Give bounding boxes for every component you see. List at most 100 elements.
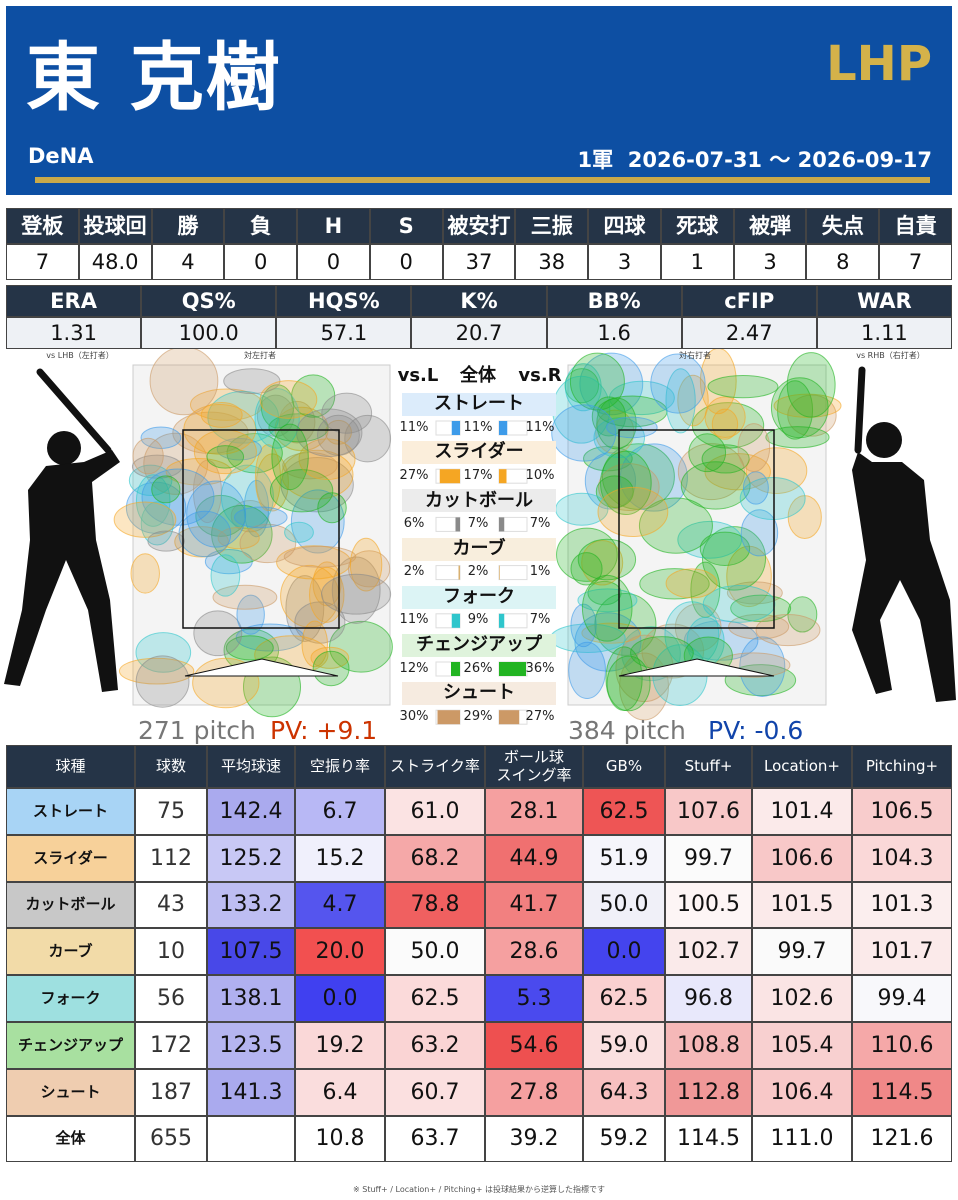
heatmap-blob — [294, 601, 346, 644]
pitch-name: フォーク — [6, 975, 135, 1022]
table-value: 4.7 — [295, 881, 385, 929]
heatmap-blob — [281, 449, 354, 500]
table-value: 44.9 — [485, 834, 583, 882]
usage-column-header: vs.L — [397, 364, 439, 386]
heatmap-blob — [331, 556, 381, 624]
heatmap-blob — [638, 497, 713, 554]
heatmap-blob — [728, 613, 790, 640]
stat-value: 7 — [6, 244, 79, 280]
heatmap-blob — [619, 652, 669, 721]
usage-label: 7% — [467, 515, 489, 531]
usage-label: 36% — [525, 660, 555, 676]
heatmap-blob — [255, 453, 289, 512]
heatmap-blob — [321, 573, 392, 615]
stat-header: 被安打 — [442, 208, 516, 244]
pitch-name: カットボール — [6, 881, 135, 929]
table-value: 62.5 — [583, 788, 665, 835]
stat-header: 負 — [224, 208, 298, 244]
heatmap-blob — [118, 657, 195, 685]
table-value: 112.8 — [665, 1068, 752, 1116]
usage-bar — [499, 517, 505, 532]
usage-label: 12% — [399, 660, 429, 676]
heatmap-blob — [665, 568, 718, 599]
heatmap-blob — [329, 620, 393, 673]
heatmap-blob — [711, 408, 739, 440]
heatmap-blob — [216, 437, 262, 461]
table-value: 121.6 — [852, 1115, 952, 1163]
heatmap-blob — [135, 474, 171, 527]
heatmap-blob — [597, 486, 669, 537]
heatmap-blob — [143, 432, 209, 495]
heatmap-blob — [312, 561, 342, 607]
table-value: 187 — [135, 1068, 207, 1116]
stat-value: 0 — [224, 244, 298, 280]
table-value: 51.9 — [583, 834, 665, 882]
heatmap-blob — [344, 414, 392, 463]
usage-label: 11% — [399, 419, 429, 435]
pitch-name: スライダー — [6, 834, 135, 882]
table-value: 41.7 — [485, 881, 583, 929]
left-pv: PV: +9.1 — [270, 715, 378, 745]
heatmap-blob — [151, 475, 181, 504]
table-value: 108.8 — [665, 1022, 752, 1069]
heatmap-blob — [271, 423, 309, 491]
heatmap-blob — [192, 657, 260, 709]
heatmap-blob — [593, 417, 646, 459]
right-home-plate — [618, 658, 775, 677]
heatmap-blob — [707, 374, 779, 399]
heatmap-blob — [135, 655, 190, 708]
table-value: 62.5 — [385, 975, 485, 1022]
heatmap-blob — [591, 396, 627, 437]
usage-bar — [451, 613, 460, 628]
table-value: 28.1 — [485, 788, 583, 835]
stat-header: S — [369, 208, 443, 244]
table-value: 61.0 — [385, 788, 485, 835]
heatmap-blob — [577, 538, 637, 581]
table-value — [207, 1115, 295, 1163]
table-value: 125.2 — [207, 834, 295, 882]
heatmap-blob — [296, 408, 363, 457]
pitch-name: シュート — [6, 1068, 135, 1116]
stat-value: 100.0 — [141, 317, 277, 349]
heatmap-blob — [581, 574, 633, 642]
usage-bar-frame — [435, 661, 461, 677]
table-value: 100.5 — [665, 881, 752, 929]
table-value: 19.2 — [295, 1022, 385, 1069]
heatmap-blob — [577, 588, 638, 613]
table-value: 63.7 — [385, 1115, 485, 1163]
usage-bar-frame — [435, 420, 461, 436]
table-value: 138.1 — [207, 975, 295, 1022]
heatmap-blob — [724, 664, 797, 697]
heatmap-blob — [677, 374, 709, 427]
heatmap-blob — [298, 438, 356, 481]
usage-bar-frame — [435, 468, 461, 484]
table-value: 96.8 — [665, 975, 752, 1022]
stat-value: 3 — [733, 244, 807, 280]
heatmap-blob — [206, 445, 245, 469]
table-value: 62.5 — [583, 975, 665, 1022]
right-title: 対右打者 — [679, 351, 711, 361]
right-pitch-count: 384 pitch — [568, 715, 686, 745]
heatmap-blob — [220, 464, 274, 530]
table-value: 142.4 — [207, 788, 295, 835]
heatmap-blob — [212, 584, 278, 610]
heatmap-blob — [140, 426, 182, 449]
heatmap-blob — [140, 501, 174, 546]
usage-bar — [499, 613, 505, 628]
heatmap-blob — [569, 352, 625, 411]
table-value: 112 — [135, 834, 207, 882]
table-header: 球数 — [135, 745, 207, 788]
stat-value: 0 — [369, 244, 443, 280]
usage-column-header: vs.R — [518, 364, 562, 386]
heatmap-blob — [210, 554, 241, 597]
table-value: 101.4 — [752, 788, 852, 835]
pitch-name: ストレート — [6, 788, 135, 835]
heatmap-blob — [755, 614, 821, 647]
heatmap-blob — [600, 450, 652, 516]
usage-label: 30% — [399, 708, 429, 724]
heatmap-blob — [737, 423, 771, 473]
heatmap-blob — [195, 494, 247, 537]
heatmap-blob — [128, 464, 173, 496]
stat-value: 1.11 — [816, 317, 952, 349]
stat-header: 被弾 — [733, 208, 807, 244]
